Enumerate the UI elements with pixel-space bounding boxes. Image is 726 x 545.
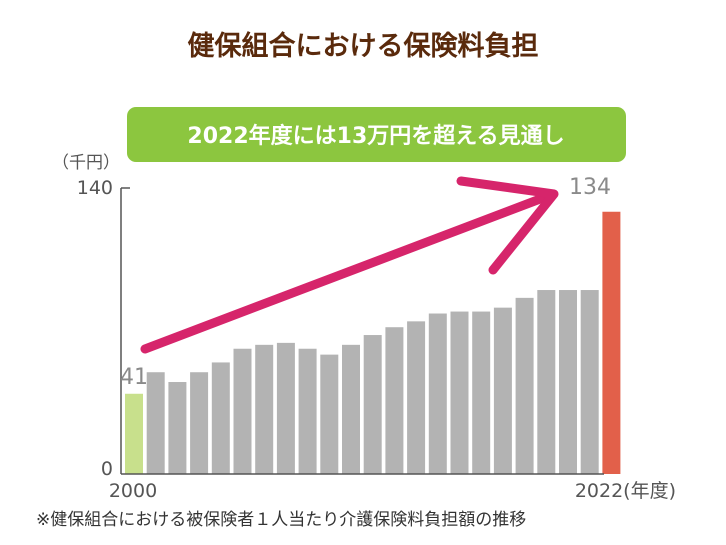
bar-2015 — [450, 311, 469, 474]
bar-2017 — [493, 307, 512, 474]
bar-2018 — [515, 297, 534, 474]
callout-box — [127, 107, 626, 162]
trend-arrow-head — [456, 176, 559, 275]
x-label-start: 2000 — [109, 480, 157, 502]
bars — [125, 211, 621, 474]
bar-2009 — [320, 354, 339, 474]
bar-2021 — [580, 290, 599, 474]
y-unit-label: （千円） — [52, 153, 120, 173]
y-tick-0: 0 — [101, 458, 113, 480]
bar-2002 — [168, 382, 187, 474]
bar-2016 — [472, 311, 491, 474]
bar-2010 — [342, 344, 360, 474]
bar-2005 — [233, 348, 252, 474]
footnote: ※健保組合における被保険者１人当たり介護保険料負担額の推移 — [36, 510, 526, 530]
trend-arrow-shaft — [140, 191, 553, 354]
y-tick-140: 140 — [77, 177, 113, 199]
bar-2001 — [146, 372, 165, 474]
bar-2019 — [537, 290, 556, 474]
x-label-end: 2022(年度) — [575, 480, 676, 502]
bar-2011 — [363, 335, 382, 474]
value-label-last: 134 — [569, 175, 611, 200]
bar-2004 — [211, 362, 230, 474]
bar-2012 — [385, 327, 404, 474]
bar-2000 — [125, 393, 143, 474]
trend-arrow — [140, 176, 559, 354]
bar-2003 — [190, 372, 209, 474]
bar-2013 — [407, 321, 426, 474]
bar-2022 — [602, 211, 621, 474]
value-label-first: 41 — [120, 365, 148, 390]
callout: 2022年度には13万円を超える見通し — [127, 107, 626, 162]
bar-2008 — [298, 348, 317, 474]
chart-title: 健保組合における保険料負担 — [188, 30, 539, 62]
bar-2007 — [276, 342, 295, 474]
bar-2006 — [255, 344, 274, 474]
callout-text: 2022年度には13万円を超える見通し — [187, 123, 564, 149]
bar-2020 — [559, 290, 577, 474]
bar-2014 — [428, 313, 447, 474]
